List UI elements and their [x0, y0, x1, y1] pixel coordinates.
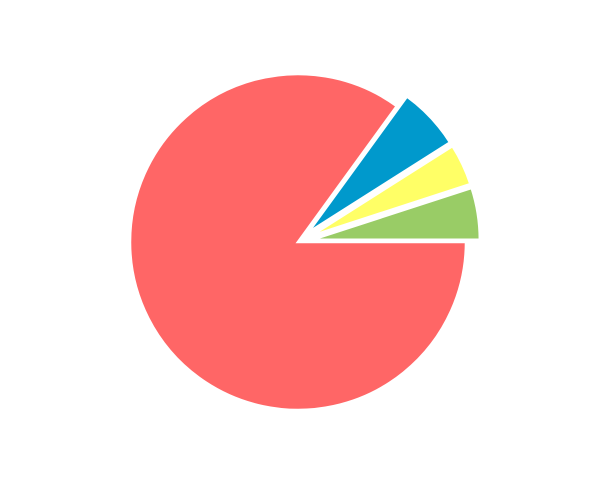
pie-slices	[128, 72, 482, 412]
pie-slice-2	[309, 144, 473, 238]
pie-slice-1	[311, 186, 482, 242]
pie-slice-3	[307, 94, 452, 234]
pie-slice-4	[128, 72, 468, 412]
